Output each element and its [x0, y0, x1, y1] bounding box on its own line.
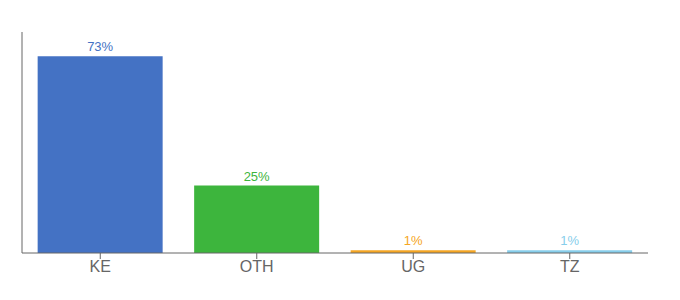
- svg-text:OTH: OTH: [240, 258, 274, 275]
- svg-text:25%: 25%: [244, 169, 270, 184]
- svg-text:TZ: TZ: [560, 258, 580, 275]
- svg-text:UG: UG: [401, 258, 425, 275]
- svg-text:KE: KE: [90, 258, 111, 275]
- svg-text:73%: 73%: [87, 39, 113, 54]
- svg-text:1%: 1%: [404, 233, 423, 248]
- svg-text:1%: 1%: [560, 233, 579, 248]
